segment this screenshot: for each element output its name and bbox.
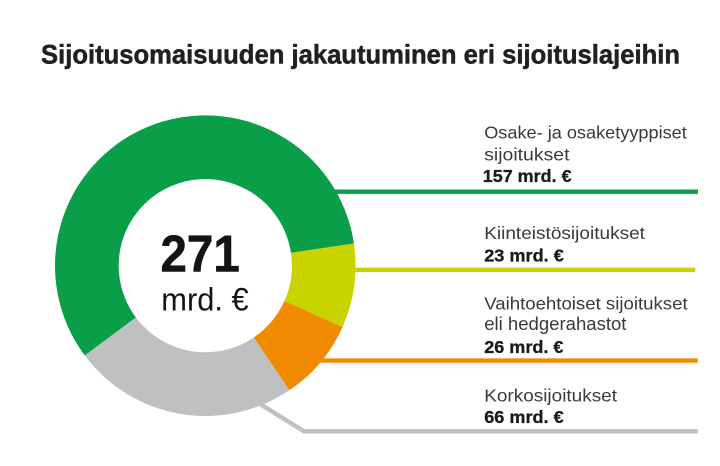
svg-text:Osake- ja osaketyyppiset: Osake- ja osaketyyppiset (484, 123, 687, 143)
svg-text:26 mrd. €: 26 mrd. € (484, 337, 563, 357)
svg-text:23 mrd. €: 23 mrd. € (484, 246, 564, 266)
svg-text:eli hedgerahastot: eli hedgerahastot (484, 313, 626, 334)
svg-text:Korkosijoitukset: Korkosijoitukset (484, 385, 617, 405)
svg-text:271: 271 (160, 225, 239, 283)
svg-text:Vaihtoehtoiset sijoitukset: Vaihtoehtoiset sijoitukset (484, 293, 687, 314)
svg-text:Sijoitusomaisuuden jakautumine: Sijoitusomaisuuden jakautuminen eri sijo… (41, 39, 680, 70)
svg-text:sijoitukset: sijoitukset (484, 144, 570, 164)
svg-text:Kiinteistösijoitukset: Kiinteistösijoitukset (484, 222, 646, 242)
svg-text:157 mrd. €: 157 mrd. € (483, 166, 572, 186)
svg-text:mrd. €: mrd. € (161, 281, 249, 318)
svg-text:66 mrd. €: 66 mrd. € (484, 407, 563, 427)
